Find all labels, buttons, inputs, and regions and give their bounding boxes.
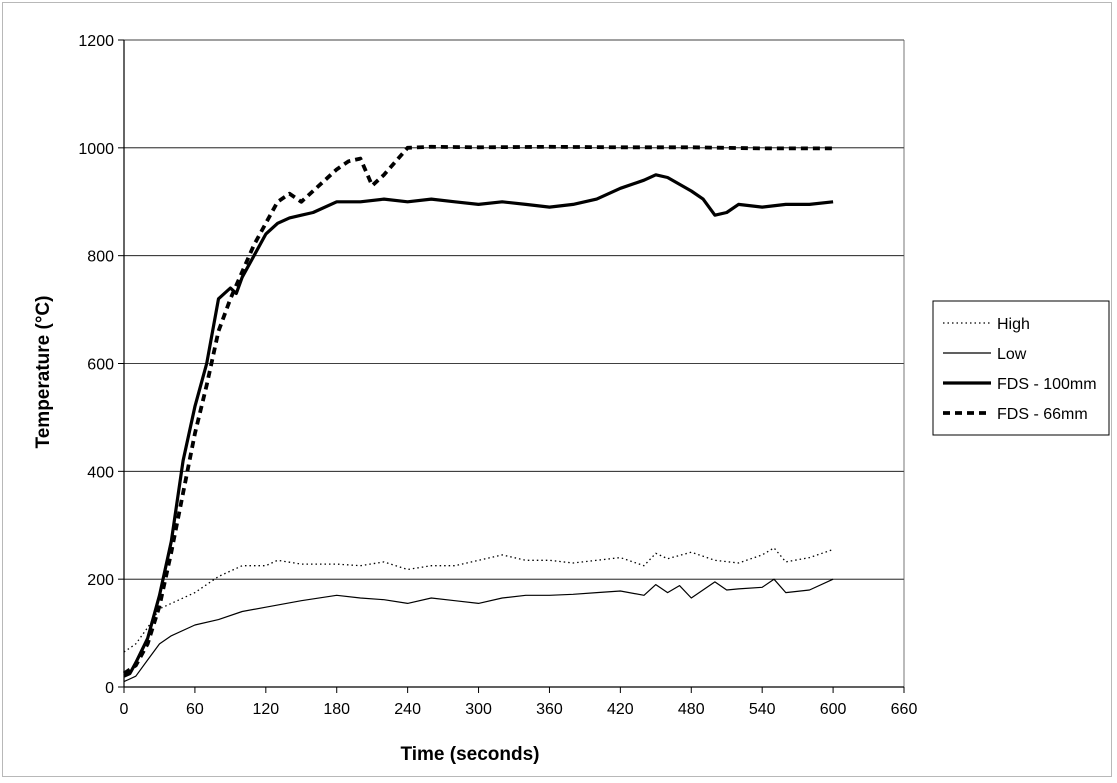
y-tick-label-5: 1000 [78, 141, 114, 158]
x-tick-label-11: 660 [891, 701, 918, 718]
x-tick-label-4: 240 [394, 701, 421, 718]
x-tick-label-1: 60 [186, 701, 204, 718]
x-tick-label-8: 480 [678, 701, 705, 718]
y-axis-title: Temperature (°C) [33, 296, 54, 449]
legend-label-high: High [997, 316, 1030, 333]
x-tick-label-0: 0 [120, 701, 129, 718]
legend-label-fds-100mm: FDS - 100mm [997, 376, 1097, 393]
x-tick-label-5: 300 [465, 701, 492, 718]
y-tick-label-6: 1200 [78, 33, 114, 50]
grid-lines [124, 39, 904, 580]
y-tick-label-3: 600 [87, 357, 114, 374]
temperature-chart: 0 200 400 600 800 1000 1200 0 60 120 180 240 300 360 4… [33, 33, 1110, 765]
legend-label-fds-66mm: FDS - 66mm [997, 406, 1088, 423]
x-tick-label-7: 420 [607, 701, 634, 718]
x-axis-title: Time (seconds) [400, 744, 539, 765]
series-line-fds-100mm [123, 173, 834, 678]
x-tick-label-2: 120 [252, 701, 279, 718]
x-tick-label-6: 360 [536, 701, 563, 718]
y-tick-label-4: 800 [87, 249, 114, 266]
axes [118, 39, 905, 693]
series-line-low [123, 578, 834, 683]
y-tick-label-0: 0 [105, 680, 114, 697]
tick-labels: 0 200 400 600 800 1000 1200 0 60 120 180 240 300 360 4… [78, 33, 917, 718]
y-tick-label-2: 400 [87, 464, 114, 481]
x-tick-label-9: 540 [749, 701, 776, 718]
legend-label-low: Low [997, 346, 1027, 363]
series-line-fds-66mm [122, 144, 834, 676]
series-lines [122, 144, 834, 683]
series-line-high [123, 547, 834, 653]
x-tick-label-10: 600 [820, 701, 847, 718]
legend: High Low FDS - 100mm FDS - 66mm [932, 300, 1110, 436]
x-tick-label-3: 180 [323, 701, 350, 718]
y-tick-label-1: 200 [87, 572, 114, 589]
